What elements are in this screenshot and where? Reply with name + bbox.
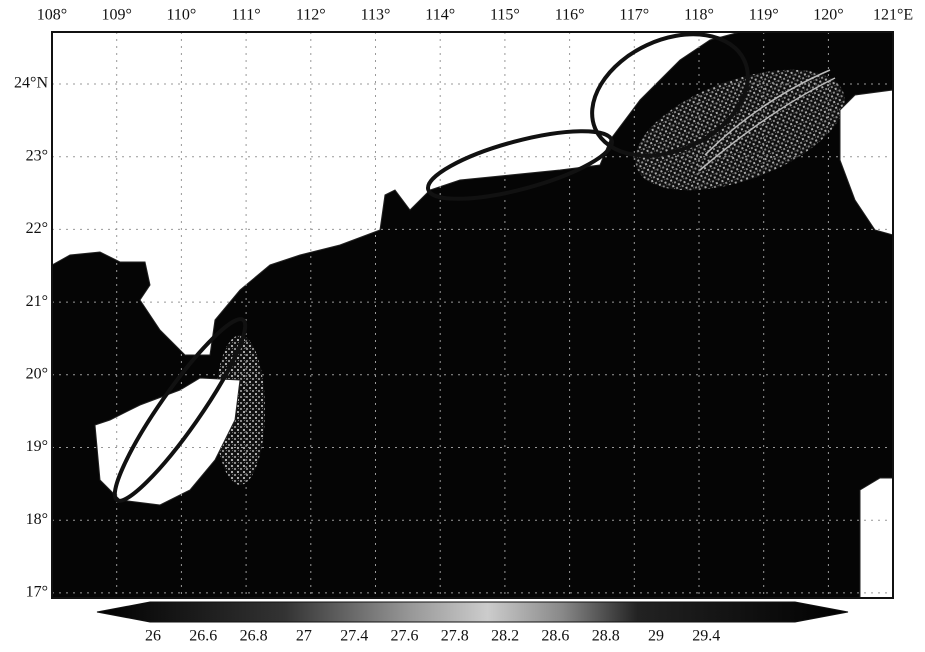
luzon-land	[860, 478, 893, 598]
latitude-label: 21°	[26, 293, 48, 310]
colorbar-label: 26.6	[189, 628, 217, 645]
colorbar-label: 26.8	[240, 628, 268, 645]
colorbar-label: 27.4	[340, 628, 368, 645]
longitude-label: 113°	[361, 7, 391, 24]
colorbar-label: 26	[145, 628, 161, 645]
longitude-label: 117°	[619, 7, 649, 24]
latitude-label: 17°	[26, 584, 48, 601]
latitude-label: 22°	[26, 220, 48, 237]
colorbar-label: 27.6	[391, 628, 419, 645]
colorbar-label: 28.6	[541, 628, 569, 645]
latitude-label: 24°N	[14, 75, 48, 92]
longitude-label: 114°	[425, 7, 455, 24]
colorbar-label: 27.8	[441, 628, 469, 645]
longitude-label: 108°	[37, 7, 67, 24]
longitude-label: 112°	[296, 7, 326, 24]
sst-map: 108° 109° 110° 111° 112° 113° 114° 115° 116° 117°…	[0, 0, 925, 647]
longitude-label: 111°	[231, 7, 260, 24]
latitude-label: 20°	[26, 365, 48, 382]
map-area	[52, 10, 893, 598]
colorbar-label: 29	[648, 628, 664, 645]
latitude-label: 23°	[26, 147, 48, 164]
colorbar-label: 27	[296, 628, 312, 645]
latitude-label: 18°	[26, 511, 48, 528]
longitude-label: 115°	[490, 7, 520, 24]
longitude-label: 118°	[684, 7, 714, 24]
colorbar-label: 29.4	[692, 628, 720, 645]
longitude-label: 110°	[166, 7, 196, 24]
longitude-label: 116°	[555, 7, 585, 24]
colorbar	[97, 602, 848, 622]
longitude-label: 120°	[813, 7, 843, 24]
longitude-label: 119°	[749, 7, 779, 24]
longitude-label: 121°E	[873, 7, 913, 24]
colorbar-label: 28.2	[491, 628, 519, 645]
longitude-label: 109°	[101, 7, 131, 24]
latitude-label: 19°	[26, 438, 48, 455]
colorbar-label: 28.8	[592, 628, 620, 645]
